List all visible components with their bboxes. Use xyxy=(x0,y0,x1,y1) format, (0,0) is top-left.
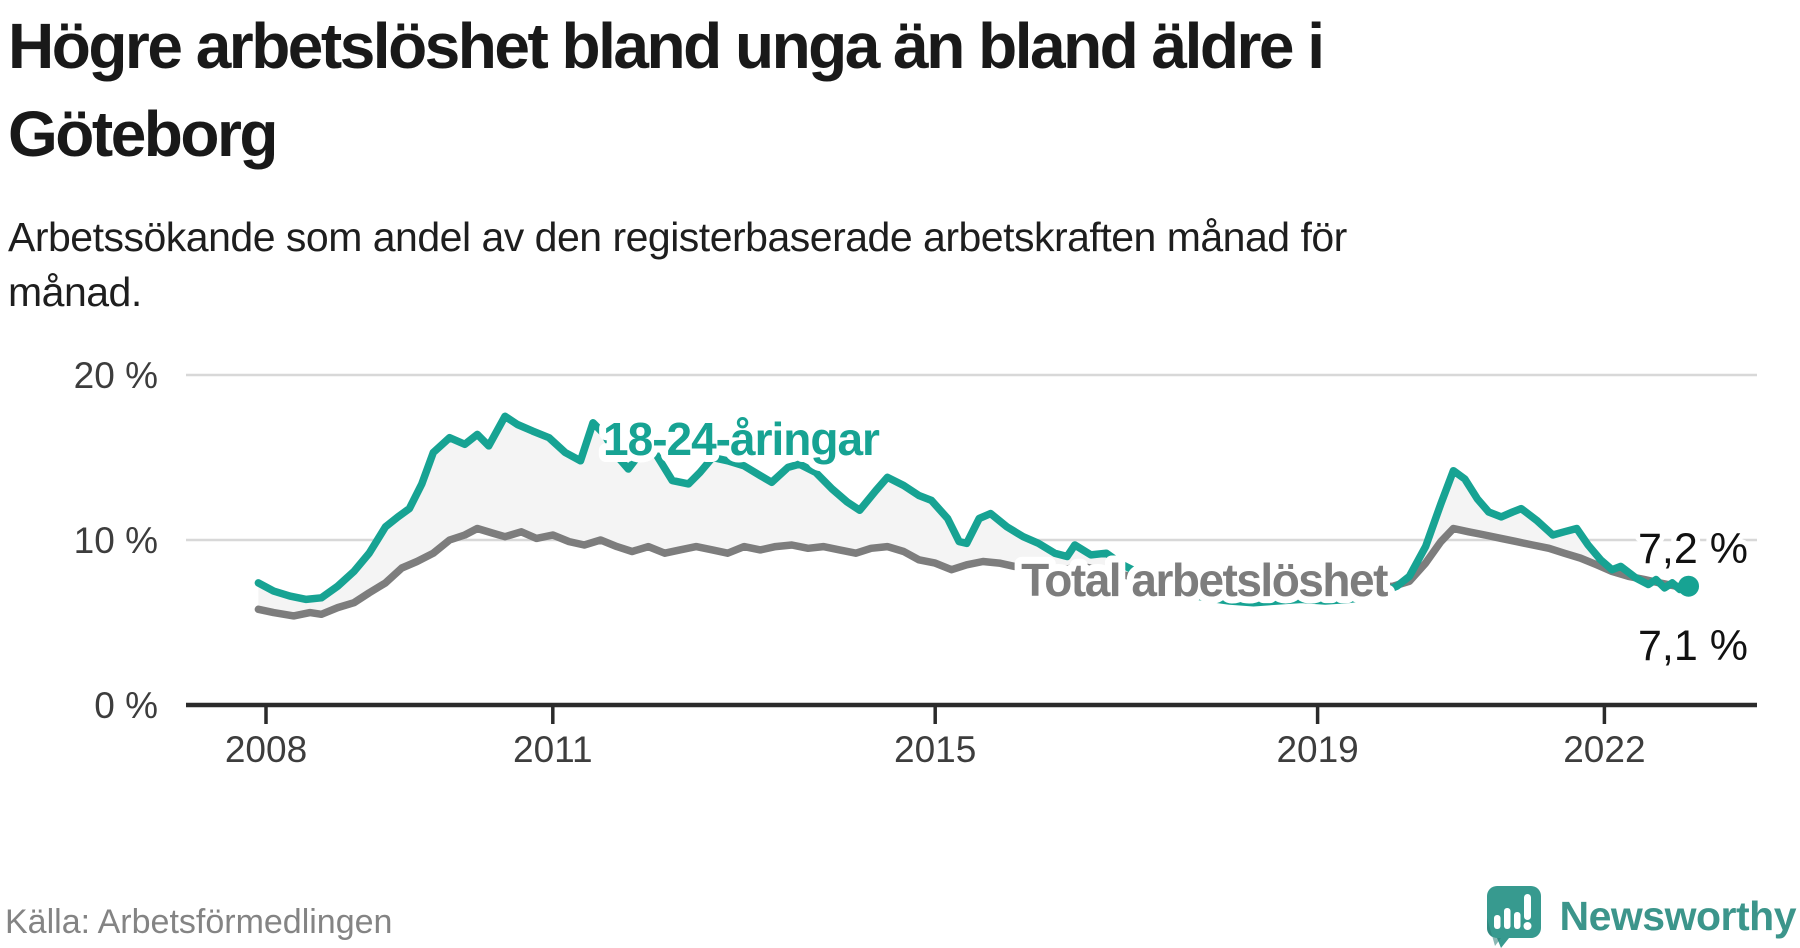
series-end-dot xyxy=(1678,575,1700,597)
x-tick-label: 2015 xyxy=(894,729,976,770)
area-between-series xyxy=(258,416,1689,616)
x-axis xyxy=(186,702,1757,724)
chart-subtitle: Arbetssökande som andel av den registerb… xyxy=(8,210,1347,320)
end-value-label-youth: 7,2 % xyxy=(1638,525,1748,573)
youth-unemployment-line xyxy=(254,412,1693,607)
youth-series-label: 18-24-åringar xyxy=(603,413,880,465)
axis-tick-labels: 0 % 10 % 20 % 2008 2011 2015 2019 2022 xyxy=(74,355,1646,770)
total-series-label: Total arbetslöshet xyxy=(1021,554,1388,606)
x-tick-label: 2019 xyxy=(1276,729,1358,770)
y-tick-label: 0 % xyxy=(94,685,158,726)
y-tick-label: 20 % xyxy=(74,355,158,396)
brand-name: Newsworthy xyxy=(1559,892,1797,939)
x-tick-label: 2008 xyxy=(225,729,307,770)
subtitle-line-1: Arbetssökande som andel av den registerb… xyxy=(8,214,1347,260)
brand-logo: Newsworthy xyxy=(1485,884,1797,948)
subtitle-line-2: månad. xyxy=(8,269,142,315)
end-value-label-total: 7,1 % xyxy=(1638,622,1748,670)
y-tick-label: 10 % xyxy=(74,520,158,561)
page-title: Högre arbetslöshet bland unga än bland ä… xyxy=(8,2,1325,178)
logo-bar-chart-glyph xyxy=(1493,894,1531,930)
x-tick-label: 2011 xyxy=(513,729,593,770)
total-unemployment-line xyxy=(254,524,1693,620)
title-line-2: Göteborg xyxy=(8,98,278,170)
x-tick-label: 2022 xyxy=(1563,729,1645,770)
source-attribution: Källa: Arbetsförmedlingen xyxy=(5,903,393,941)
newsworthy-logo-icon xyxy=(1486,886,1541,948)
title-line-1: Högre arbetslöshet bland unga än bland ä… xyxy=(8,10,1325,82)
